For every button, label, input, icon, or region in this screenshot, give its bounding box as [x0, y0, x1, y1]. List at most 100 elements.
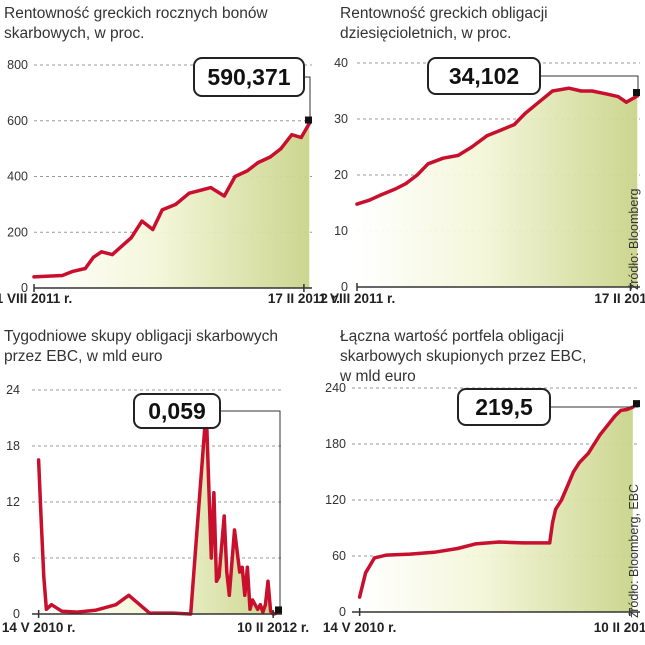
x-tick-label: 17 II 2012 r. [594, 291, 645, 306]
y-tick-label: 120 [325, 493, 346, 507]
data-point [554, 507, 558, 511]
data-point [604, 425, 608, 429]
data-point [32, 275, 36, 279]
chart-title-line: przez EBC, w mld euro [4, 348, 163, 365]
data-point [485, 134, 489, 138]
data-point [415, 173, 419, 177]
series-area [359, 407, 633, 612]
callout-box [133, 393, 221, 429]
data-point [604, 92, 608, 96]
data-point [209, 186, 213, 190]
data-point [586, 451, 590, 455]
data-point [364, 571, 368, 575]
callout-leader [304, 76, 311, 118]
data-point [258, 603, 262, 607]
data-point [598, 433, 602, 437]
data-point [227, 593, 231, 597]
end-marker [633, 400, 640, 408]
y-tick-label: 800 [7, 58, 28, 72]
data-point [521, 541, 525, 545]
series-area [357, 88, 638, 287]
end-marker [633, 89, 640, 97]
callout-value: 219,5 [475, 394, 533, 420]
y-tick-label: 10 [334, 224, 348, 238]
end-marker [275, 606, 282, 614]
data-point [44, 274, 48, 278]
source-note-2: źródło: Bloomberg, EBC [627, 484, 641, 618]
data-point [380, 193, 384, 197]
data-point [225, 570, 229, 574]
data-point [248, 607, 252, 611]
data-point [279, 147, 283, 151]
data-point [456, 153, 460, 157]
y-tick-label: 30 [334, 112, 348, 126]
data-point [83, 266, 87, 271]
x-tick-label: 1 VIII 2011 r. [319, 291, 396, 306]
data-point [151, 227, 155, 232]
data-point [358, 595, 362, 599]
data-point [550, 89, 555, 93]
callout-box [193, 57, 305, 97]
data-point [129, 236, 133, 240]
chart-title-line: skarbowych skupionych przez EBC, [340, 348, 586, 365]
data-point [263, 603, 267, 607]
y-tick-label: 0 [339, 605, 346, 619]
chart-title-line: skarbowych, w proc. [4, 25, 144, 42]
data-point [60, 273, 64, 278]
data-point [290, 133, 294, 137]
data-point [625, 407, 629, 412]
data-point [299, 135, 303, 140]
series-line [32, 121, 312, 279]
data-point [551, 520, 555, 525]
data-point [537, 100, 541, 104]
data-point [577, 461, 581, 465]
callout-value: 0,059 [148, 398, 206, 424]
x-tick-label: 10 II 2012 r. [594, 620, 645, 635]
y-tick-label: 18 [6, 439, 20, 453]
data-point [114, 603, 118, 607]
end-marker [305, 116, 312, 124]
data-point [571, 470, 576, 474]
x-tick-label: 10 II 2012 r. [237, 620, 309, 635]
data-point [44, 607, 49, 611]
data-point [127, 593, 131, 597]
data-point [393, 187, 397, 191]
x-tick-label: 1 VIII 2011 r. [0, 291, 72, 306]
y-tick-label: 0 [21, 281, 28, 295]
data-point [432, 550, 436, 554]
data-point [245, 169, 249, 173]
data-point [93, 608, 97, 612]
series-area [34, 123, 310, 288]
x-tick-label: 14 V 2010 r. [323, 620, 397, 635]
data-point [250, 598, 255, 602]
data-point [372, 556, 377, 560]
data-point [222, 194, 226, 198]
data-point [198, 188, 202, 192]
data-point [523, 111, 527, 115]
data-point [243, 593, 247, 597]
data-point [49, 603, 54, 607]
panel-ecb-portfolio-value: Łączna wartość portfela obligacji skarbow… [323, 328, 645, 635]
data-point [91, 255, 95, 259]
data-point [120, 244, 124, 248]
data-point [470, 145, 474, 149]
data-point [174, 202, 178, 206]
data-point [240, 565, 244, 569]
data-point [110, 253, 114, 257]
x-tick-label: 14 V 2010 r. [2, 620, 76, 635]
data-point [404, 181, 408, 185]
data-point [140, 219, 144, 223]
data-point [565, 484, 570, 488]
data-point [616, 95, 620, 99]
y-tick-label: 600 [7, 114, 28, 128]
data-point [441, 156, 445, 160]
y-tick-label: 40 [334, 56, 348, 70]
data-point [408, 552, 412, 556]
chart-title-line: w mld euro [339, 368, 416, 385]
callout-value: 34,102 [449, 63, 519, 89]
y-tick-label: 0 [341, 280, 348, 294]
data-point [238, 570, 242, 574]
chart-title-line: Rentowność greckich obligacji [340, 5, 548, 22]
data-point [497, 540, 501, 544]
data-point [426, 162, 430, 166]
